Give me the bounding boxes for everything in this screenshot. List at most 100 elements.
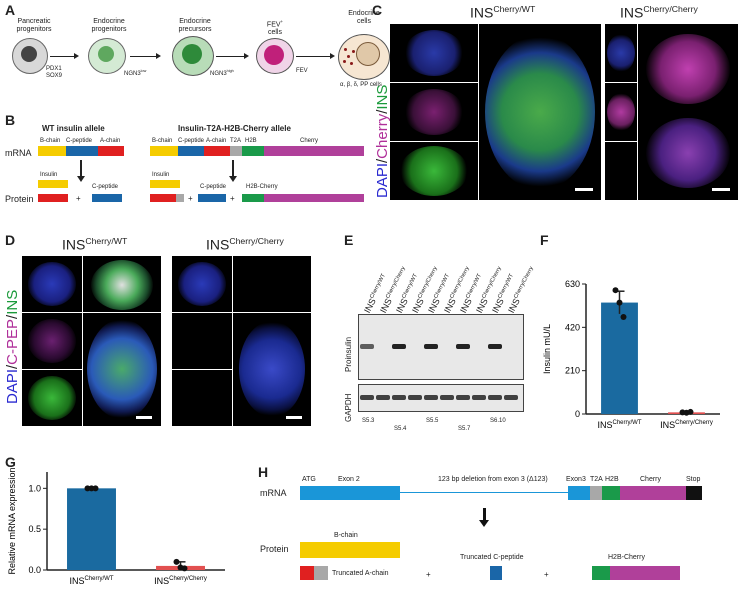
h2bcherry-label: H2B-Cherry — [608, 554, 645, 561]
wt-allele-title: WT insulin allele — [42, 124, 105, 133]
stage-label: S5.7 — [458, 426, 471, 432]
stage-5-label: Endocrine cells — [348, 10, 380, 25]
d-cpep-small-2 — [172, 313, 232, 369]
insulin-bchain — [38, 180, 68, 188]
plus-sign-2: + — [544, 570, 549, 579]
y-tick-label: 630 — [565, 279, 580, 289]
atg-label: ATG — [302, 476, 316, 483]
stage-2-label: Endocrine progenitors — [91, 18, 127, 33]
cherry-label: Cherry — [640, 476, 662, 483]
achain-label-2: A-chain — [206, 138, 227, 144]
d-merge-top-2 — [233, 256, 311, 312]
gapdh-band — [488, 395, 502, 400]
stop-label: Stop — [686, 476, 701, 483]
nucleus-icon — [21, 46, 37, 62]
h-mrna-label: mRNA — [260, 488, 287, 498]
granule-icon — [344, 48, 347, 51]
cherry-label: Cherry — [300, 138, 319, 144]
cherry-product — [610, 566, 680, 580]
c-dapi-small — [390, 24, 478, 82]
t2a-segment — [590, 486, 602, 500]
protein-label: Protein — [5, 194, 34, 204]
gapdh-band — [440, 395, 454, 400]
chart-g: 0.0 0.5 1.0 Relative mRNA expression INSCher… — [7, 467, 225, 586]
endocrine-cell-icon — [338, 34, 390, 80]
d-ins-small-2 — [172, 370, 232, 426]
c-merge-large — [479, 24, 601, 200]
gapdh-band — [472, 395, 486, 400]
proinsulin-band — [392, 344, 406, 349]
granule-icon — [352, 50, 355, 53]
h2b-label: H2B — [245, 138, 257, 144]
stage-4-markers: FEV — [296, 68, 308, 74]
panel-label-d: D — [5, 232, 16, 248]
chart-f: 0 210 420 630 Insulin mU/L INSCherry/WT INSChe… — [542, 279, 720, 430]
arrow-icon — [296, 56, 332, 57]
deletion-line — [400, 492, 568, 493]
stage-1-label: Pancreatic progenitors — [16, 18, 52, 33]
panel-label-f: F — [540, 232, 549, 248]
bchain-label: B-chain — [40, 138, 61, 144]
gapdh-band — [392, 395, 406, 400]
bchain-segment-2 — [150, 146, 178, 156]
bar — [67, 488, 116, 570]
cpeptide-segment-2 — [178, 146, 204, 156]
gapdh-band — [376, 395, 390, 400]
exon3-label: Exon3 — [566, 476, 586, 483]
x-tick-label: INSCherry/Cherry — [660, 420, 713, 430]
cpeptide-label-2: C-peptide — [178, 138, 205, 144]
scale-bar — [575, 188, 593, 191]
stage-3-markers: NGN3high — [210, 69, 234, 77]
stage-label: S5.3 — [362, 418, 375, 424]
d-dapi-small — [22, 256, 82, 312]
gapdh-band — [456, 395, 470, 400]
c-ins-small-2 — [605, 142, 637, 200]
panel-label-b: B — [5, 112, 16, 128]
y-tick-label: 0.0 — [28, 565, 41, 575]
arrow-head-icon — [479, 520, 489, 527]
data-point — [616, 299, 623, 306]
insulin-bchain-2 — [150, 180, 180, 188]
d-merge-top — [83, 256, 161, 312]
cpeptide-product-label-2: C-peptide — [200, 184, 227, 190]
c-title-right: INSCherry/Cherry — [620, 4, 698, 21]
plus-sign: + — [426, 570, 431, 579]
down-arrow-icon — [232, 160, 234, 178]
y-tick-label: 1.0 — [28, 483, 41, 493]
cpeptide-product — [92, 194, 122, 202]
data-point — [92, 485, 99, 492]
mrna-label: mRNA — [5, 148, 32, 158]
bchain-product — [300, 542, 400, 558]
c-ins-small — [390, 142, 478, 200]
truncated-achain — [300, 566, 314, 580]
insulin-label: Insulin — [40, 172, 58, 178]
insulin-label-2: Insulin — [152, 172, 170, 178]
stop-segment — [686, 486, 702, 500]
c-side-label: DAPI/Cherry/INS — [374, 84, 391, 198]
x-tick-label: INSCherry/WT — [597, 420, 641, 430]
cherry-segment — [264, 146, 364, 156]
d-cpep-small — [22, 313, 82, 369]
arrow-head-icon — [156, 53, 161, 59]
plus-sign-2: + — [188, 194, 193, 203]
plus-sign-3: + — [230, 194, 235, 203]
panel-label-e: E — [344, 232, 354, 248]
data-point — [687, 408, 694, 415]
exon3-segment — [568, 486, 590, 500]
panel-label-c: C — [372, 2, 383, 18]
bchain-label: B-chain — [334, 532, 358, 539]
h2b-product — [592, 566, 610, 580]
t2a-remnant — [314, 566, 328, 580]
d-title-left: INSCherry/WT — [62, 236, 128, 253]
arrow-head-icon — [244, 53, 249, 59]
scale-bar — [712, 188, 730, 191]
data-point — [612, 287, 619, 294]
d-merge-large-2 — [233, 313, 311, 426]
proinsulin-band — [488, 344, 502, 349]
proinsulin-label: Proinsulin — [344, 336, 353, 372]
x-tick-label: INSCherry/WT — [69, 576, 113, 586]
gapdh-band — [504, 395, 518, 400]
nucleus-icon — [98, 46, 114, 62]
gapdh-band — [360, 395, 374, 400]
y-tick-label: 210 — [565, 366, 580, 376]
